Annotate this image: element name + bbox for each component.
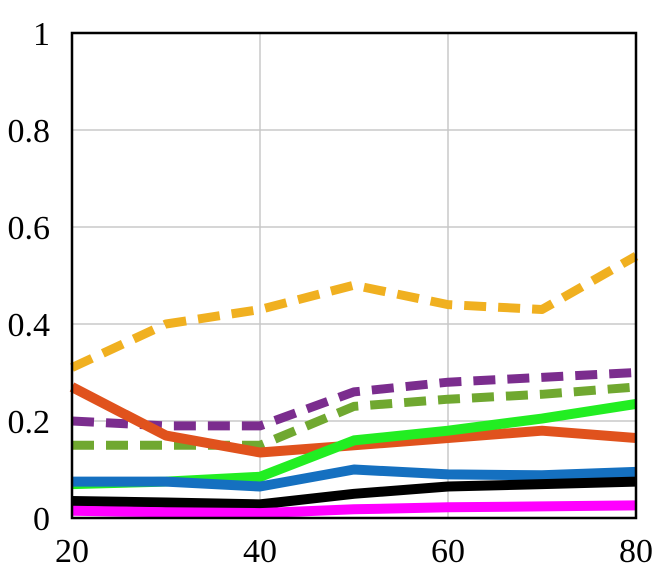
series-lines [69,252,639,519]
y-tick-label: 0.8 [8,113,51,150]
y-axis-tick-labels: 0 0.2 0.4 0.6 0.8 1 [8,16,51,538]
y-tick-label: 1 [33,16,50,53]
y-tick-label: 0.2 [8,404,51,441]
plot-area-frame [70,31,638,520]
series-line-7 [71,476,637,510]
x-tick-label: 20 [55,533,89,570]
x-tick-label: 60 [431,533,465,570]
x-tick-label: 40 [243,533,277,570]
x-axis-tick-labels: 20 40 60 80 [55,533,653,570]
y-tick-label: 0.4 [8,307,51,344]
series-line-3 [72,382,637,450]
series-line-6 [72,464,637,492]
series-line-8 [71,500,637,519]
x-tick-label: 80 [619,533,653,570]
y-tick-label: 0.6 [8,210,51,247]
series-line-2 [71,368,637,431]
y-tick-label: 0 [33,501,50,538]
series-line-1 [70,252,639,372]
